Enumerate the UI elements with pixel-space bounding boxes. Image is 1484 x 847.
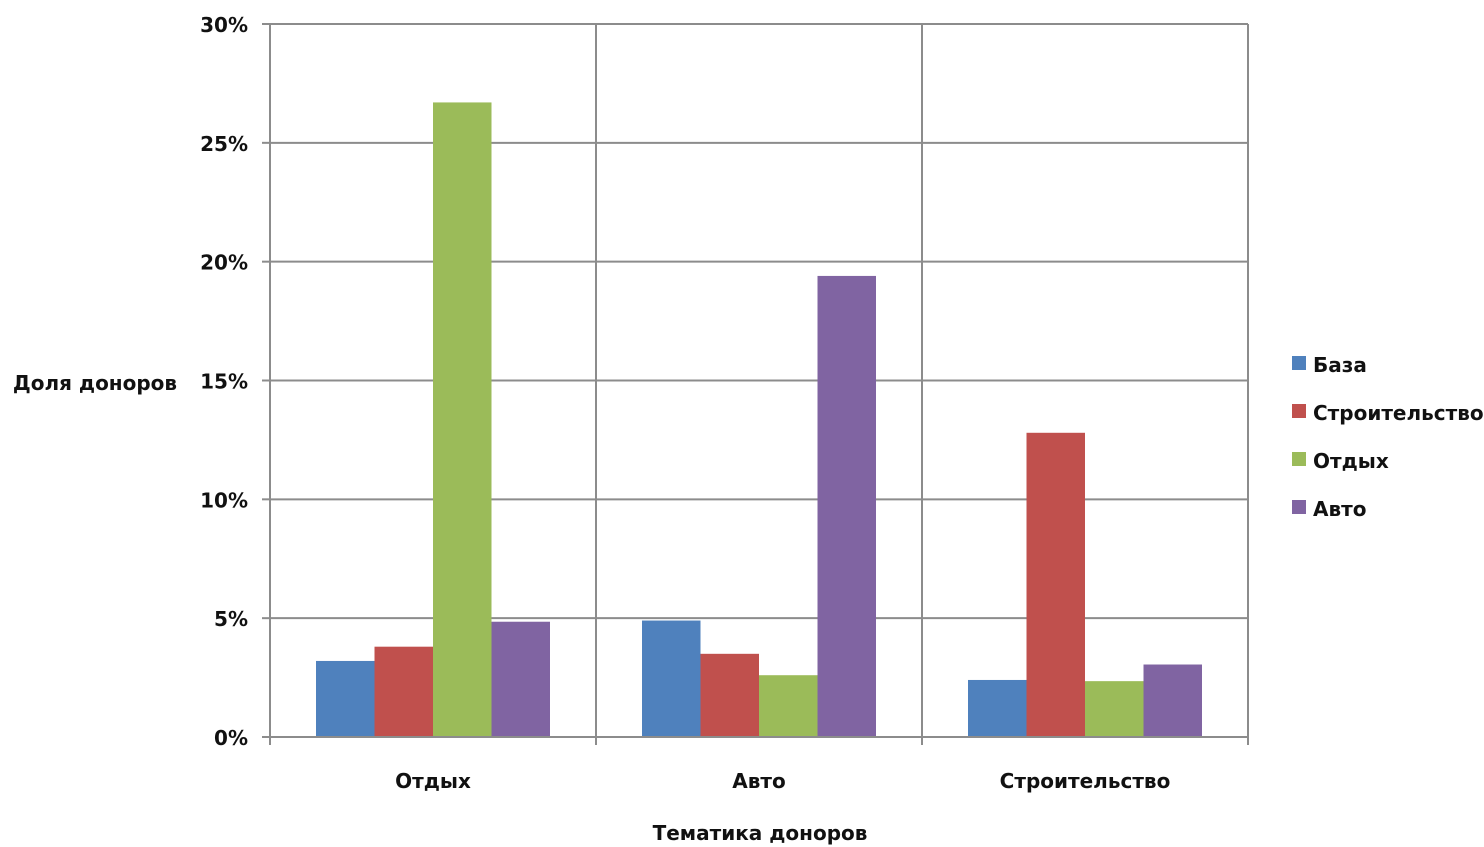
bar: [1143, 664, 1202, 737]
bar: [968, 679, 1027, 737]
axes: [262, 23, 1249, 745]
bar: [316, 660, 375, 737]
bar: [1026, 432, 1085, 737]
y-axis-title: Доля доноров: [13, 371, 177, 395]
y-tick-label: 5%: [214, 607, 248, 631]
bar: [642, 620, 701, 737]
gridlines: [269, 23, 1249, 738]
y-tick-label: 15%: [200, 370, 248, 394]
y-tick-label: 20%: [200, 251, 248, 275]
bars: [316, 102, 1202, 738]
legend-label: База: [1313, 353, 1367, 377]
x-category-label: Строительство: [1000, 769, 1171, 793]
legend: База Строительство Отдых Авто: [1292, 353, 1484, 521]
y-tick-label: 30%: [200, 13, 248, 37]
bar: [759, 675, 818, 737]
x-axis-title: Тематика доноров: [653, 821, 868, 845]
bar: [1085, 681, 1144, 737]
y-tick-label: 25%: [200, 132, 248, 156]
bar: [700, 653, 759, 737]
y-tick-labels: 0% 5% 10% 15% 20% 25% 30%: [200, 13, 248, 750]
legend-swatch: [1292, 404, 1306, 418]
bar: [374, 646, 433, 737]
legend-label: Отдых: [1313, 449, 1389, 473]
y-tick-label: 10%: [200, 488, 248, 512]
legend-swatch: [1292, 500, 1306, 514]
x-category-label: Отдых: [395, 769, 471, 793]
legend-label: Строительство: [1313, 401, 1484, 425]
legend-swatch: [1292, 356, 1306, 370]
x-category-labels: Отдых Авто Строительство: [395, 769, 1170, 793]
bar: [817, 275, 876, 737]
bar: [491, 621, 550, 737]
bar: [433, 102, 492, 738]
legend-label: Авто: [1313, 497, 1366, 521]
legend-swatch: [1292, 452, 1306, 466]
y-tick-label: 0%: [214, 726, 248, 750]
x-category-label: Авто: [732, 769, 785, 793]
